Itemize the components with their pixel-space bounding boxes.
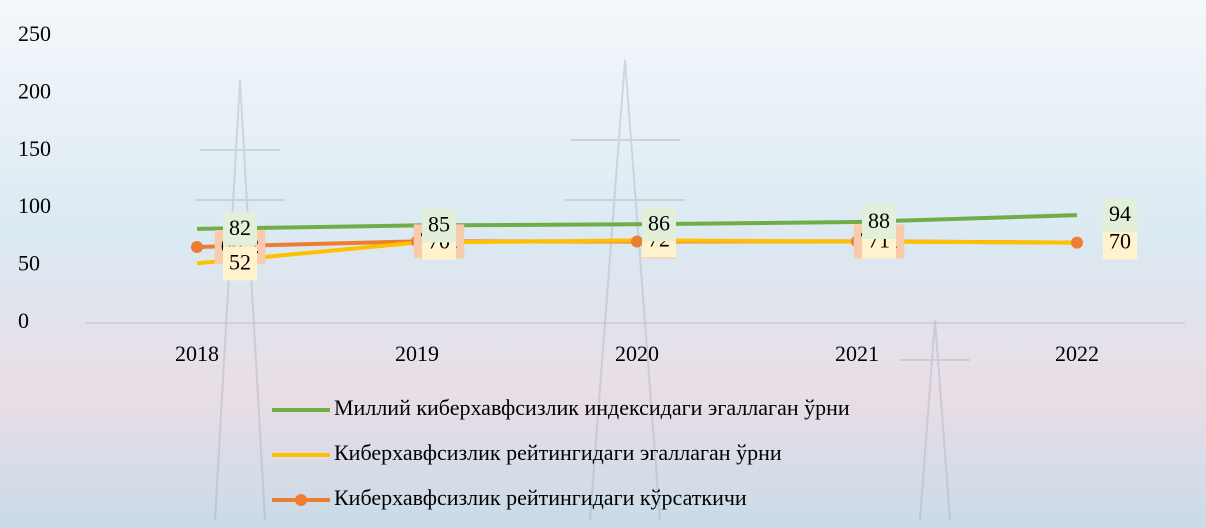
y-tick-label: 250 — [18, 21, 51, 46]
x-tick-label: 2018 — [175, 341, 219, 366]
x-tick-label: 2020 — [615, 341, 659, 366]
point — [191, 241, 203, 253]
legend-label: Миллий киберхавфсизлик индексидаги эгалл… — [334, 395, 850, 420]
legend-label: Киберхавфсизлик рейтингидаги эгаллаган ў… — [334, 440, 782, 465]
y-tick-label: 0 — [18, 308, 29, 333]
point — [631, 235, 643, 247]
data-label-text: 85 — [428, 211, 450, 236]
y-tick-label: 200 — [18, 78, 51, 103]
x-tick-label: 2022 — [1055, 341, 1099, 366]
data-label: 52 — [223, 246, 257, 280]
data-label: 85 — [422, 208, 456, 242]
data-label-text: 88 — [868, 208, 890, 233]
data-label-text: 52 — [229, 249, 251, 274]
y-tick-label: 50 — [18, 251, 40, 276]
data-label: 86 — [642, 207, 676, 241]
x-tick-label: 2021 — [835, 341, 879, 366]
legend-marker — [295, 494, 307, 506]
data-label-text: 86 — [648, 210, 670, 235]
data-label: 88 — [862, 205, 896, 239]
x-tick-label: 2019 — [395, 341, 439, 366]
data-label: 94 — [1103, 198, 1137, 232]
legend-label: Киберхавфсизлик рейтингидаги кўрсаткичи — [334, 485, 747, 510]
point — [1071, 237, 1083, 249]
data-label-text: 70 — [1109, 229, 1131, 254]
y-tick-label: 150 — [18, 136, 51, 161]
data-label-text: 82 — [229, 215, 251, 240]
y-tick-label: 100 — [18, 193, 51, 218]
data-label-text: 94 — [1109, 201, 1131, 226]
page: 0501001502002502018201920202021202266,27… — [0, 0, 1206, 528]
chart: 0501001502002502018201920202021202266,27… — [0, 0, 1206, 528]
data-label: 82 — [223, 212, 257, 246]
